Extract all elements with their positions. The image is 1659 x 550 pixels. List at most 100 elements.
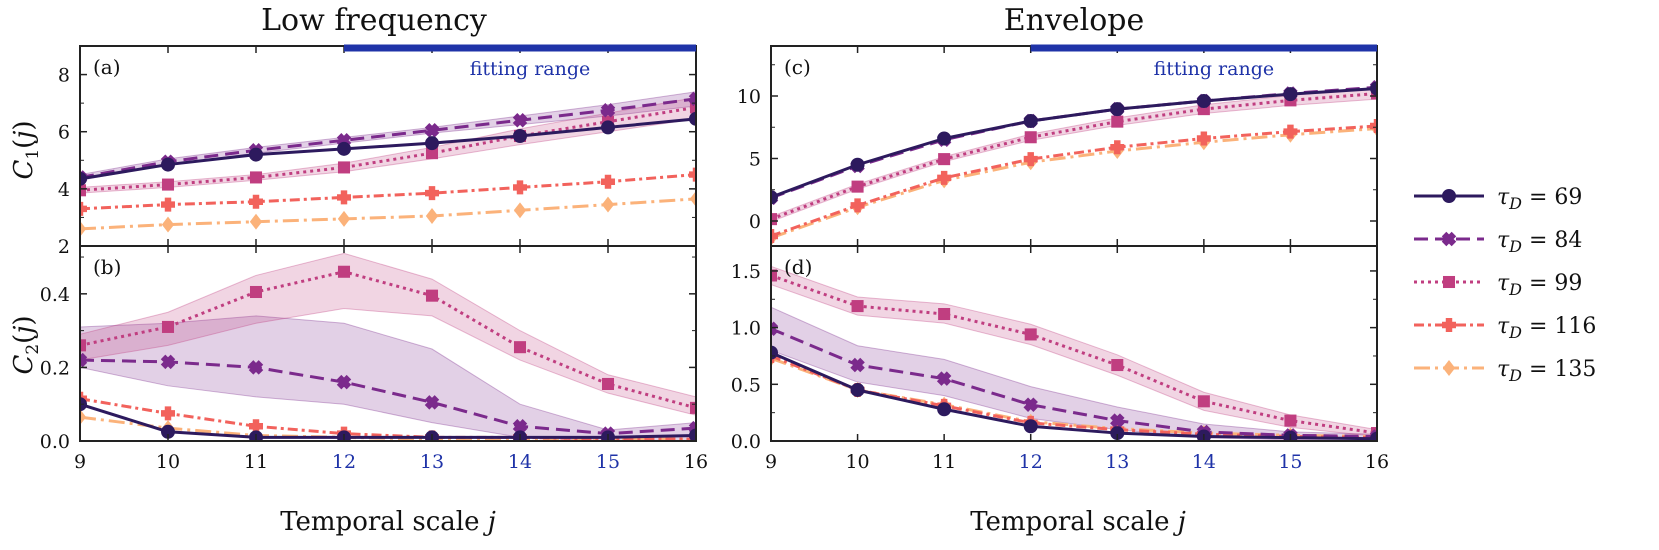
- y-axis-label-c2: C2(j): [9, 315, 43, 374]
- data-point: [424, 395, 440, 410]
- data-point: [689, 428, 696, 441]
- confidence-band: [771, 265, 1377, 437]
- data-point: [1370, 119, 1377, 133]
- confidence-band: [80, 252, 696, 416]
- legend-marker: [1442, 318, 1456, 332]
- fitting-range-label: fitting range: [470, 58, 591, 80]
- data-point: [689, 190, 696, 207]
- plot-area: [80, 252, 696, 441]
- series-line: [771, 356, 1377, 438]
- y-tick-label: 0.0: [731, 431, 761, 453]
- axes-frame: [79, 245, 697, 442]
- plot-area: [771, 265, 1377, 441]
- svg-text:C1(j): C1(j): [9, 120, 43, 179]
- legend-marker: [1441, 231, 1457, 247]
- series-line: [80, 415, 696, 441]
- x-tick-label: 13: [1105, 451, 1129, 473]
- data-point: [1110, 140, 1125, 155]
- legend-entry: τD = 135: [1414, 357, 1596, 385]
- data-point: [80, 184, 87, 197]
- confidence-band: [80, 315, 696, 441]
- legend-entry: τD = 69: [1414, 185, 1582, 213]
- data-point: [936, 371, 952, 386]
- data-point: [513, 341, 527, 354]
- axes-frame: [770, 45, 1378, 247]
- data-point: [425, 208, 439, 224]
- data-point: [601, 196, 615, 213]
- x-tick-label: 15: [596, 451, 620, 473]
- panel-d: 9 10 11 12 13 14 15 16 0.0 0.5 1.0 1.5 (d): [731, 245, 1389, 473]
- confidence-band: [771, 306, 1377, 441]
- plot-area: [771, 80, 1377, 246]
- x-tick-label: 10: [845, 451, 869, 473]
- legend-label: τD = 135: [1497, 357, 1596, 385]
- series-line: [771, 124, 1377, 238]
- legend-marker: [1442, 189, 1456, 203]
- x-tick-label: 12: [332, 451, 356, 473]
- plot-area: [80, 91, 696, 237]
- x-tick-label: 11: [932, 451, 956, 473]
- panel-tag: (b): [93, 255, 121, 279]
- legend-label: τD = 99: [1497, 271, 1582, 299]
- data-point: [161, 157, 175, 172]
- data-point: [513, 202, 527, 219]
- x-tick-label: 14: [1192, 451, 1216, 473]
- data-point: [1370, 81, 1377, 96]
- confidence-band: [80, 96, 696, 194]
- series-line: [80, 173, 696, 211]
- data-point: [1110, 102, 1125, 117]
- data-point: [1023, 397, 1038, 412]
- data-point: [1196, 131, 1211, 146]
- svg-text:Temporal scale j: Temporal scale j: [970, 507, 1186, 537]
- x-tick-label: 13: [420, 451, 444, 473]
- x-tick-label: 16: [1365, 451, 1389, 473]
- y-tick-label: 6: [58, 122, 70, 144]
- data-point: [425, 289, 439, 302]
- panel-c: 0 5 10 (c) fitting range: [737, 44, 1378, 247]
- y-tick-label: 2: [58, 236, 70, 258]
- data-point: [249, 171, 263, 184]
- panel-a: 2 4 6 8 (a) fitting range: [58, 44, 697, 258]
- data-point: [851, 300, 864, 313]
- data-point: [1024, 328, 1037, 341]
- data-point: [160, 354, 176, 370]
- data-point: [771, 229, 778, 243]
- data-point: [851, 180, 864, 193]
- series-line: [771, 274, 1377, 435]
- data-point: [80, 339, 87, 352]
- data-point: [1023, 114, 1038, 128]
- y-tick-label: 0.4: [40, 284, 70, 306]
- data-point: [248, 360, 264, 375]
- legend-marker: [1442, 275, 1456, 289]
- data-point: [850, 357, 865, 373]
- legend-label: τD = 84: [1497, 228, 1582, 256]
- x-tick-label: 11: [244, 451, 268, 473]
- data-point: [850, 198, 865, 213]
- column-title-envelope: Envelope: [1004, 3, 1145, 38]
- legend-label: τD = 116: [1497, 314, 1596, 342]
- column-title-low-frequency: Low frequency: [261, 3, 487, 38]
- data-point: [425, 186, 439, 201]
- legend-marker: [1442, 360, 1456, 376]
- data-point: [512, 113, 528, 128]
- axes-frame: [770, 245, 1378, 442]
- series-line: [771, 87, 1377, 199]
- data-point: [337, 141, 351, 156]
- data-point: [249, 147, 263, 162]
- series-line: [80, 105, 696, 192]
- y-tick-label: 0.0: [40, 431, 70, 453]
- data-point: [337, 190, 351, 205]
- data-point: [1023, 152, 1038, 167]
- data-point: [601, 174, 615, 189]
- data-point: [771, 269, 778, 282]
- y-tick-label: 1.5: [731, 261, 761, 283]
- data-point: [425, 136, 439, 151]
- legend-label: τD = 69: [1497, 185, 1582, 213]
- series-line: [771, 327, 1377, 438]
- fitting-range-label: fitting range: [1154, 58, 1275, 80]
- data-point: [161, 197, 175, 212]
- series-line: [771, 92, 1377, 221]
- x-tick-label: 10: [156, 451, 180, 473]
- data-point: [1283, 124, 1298, 139]
- data-point: [1023, 419, 1038, 434]
